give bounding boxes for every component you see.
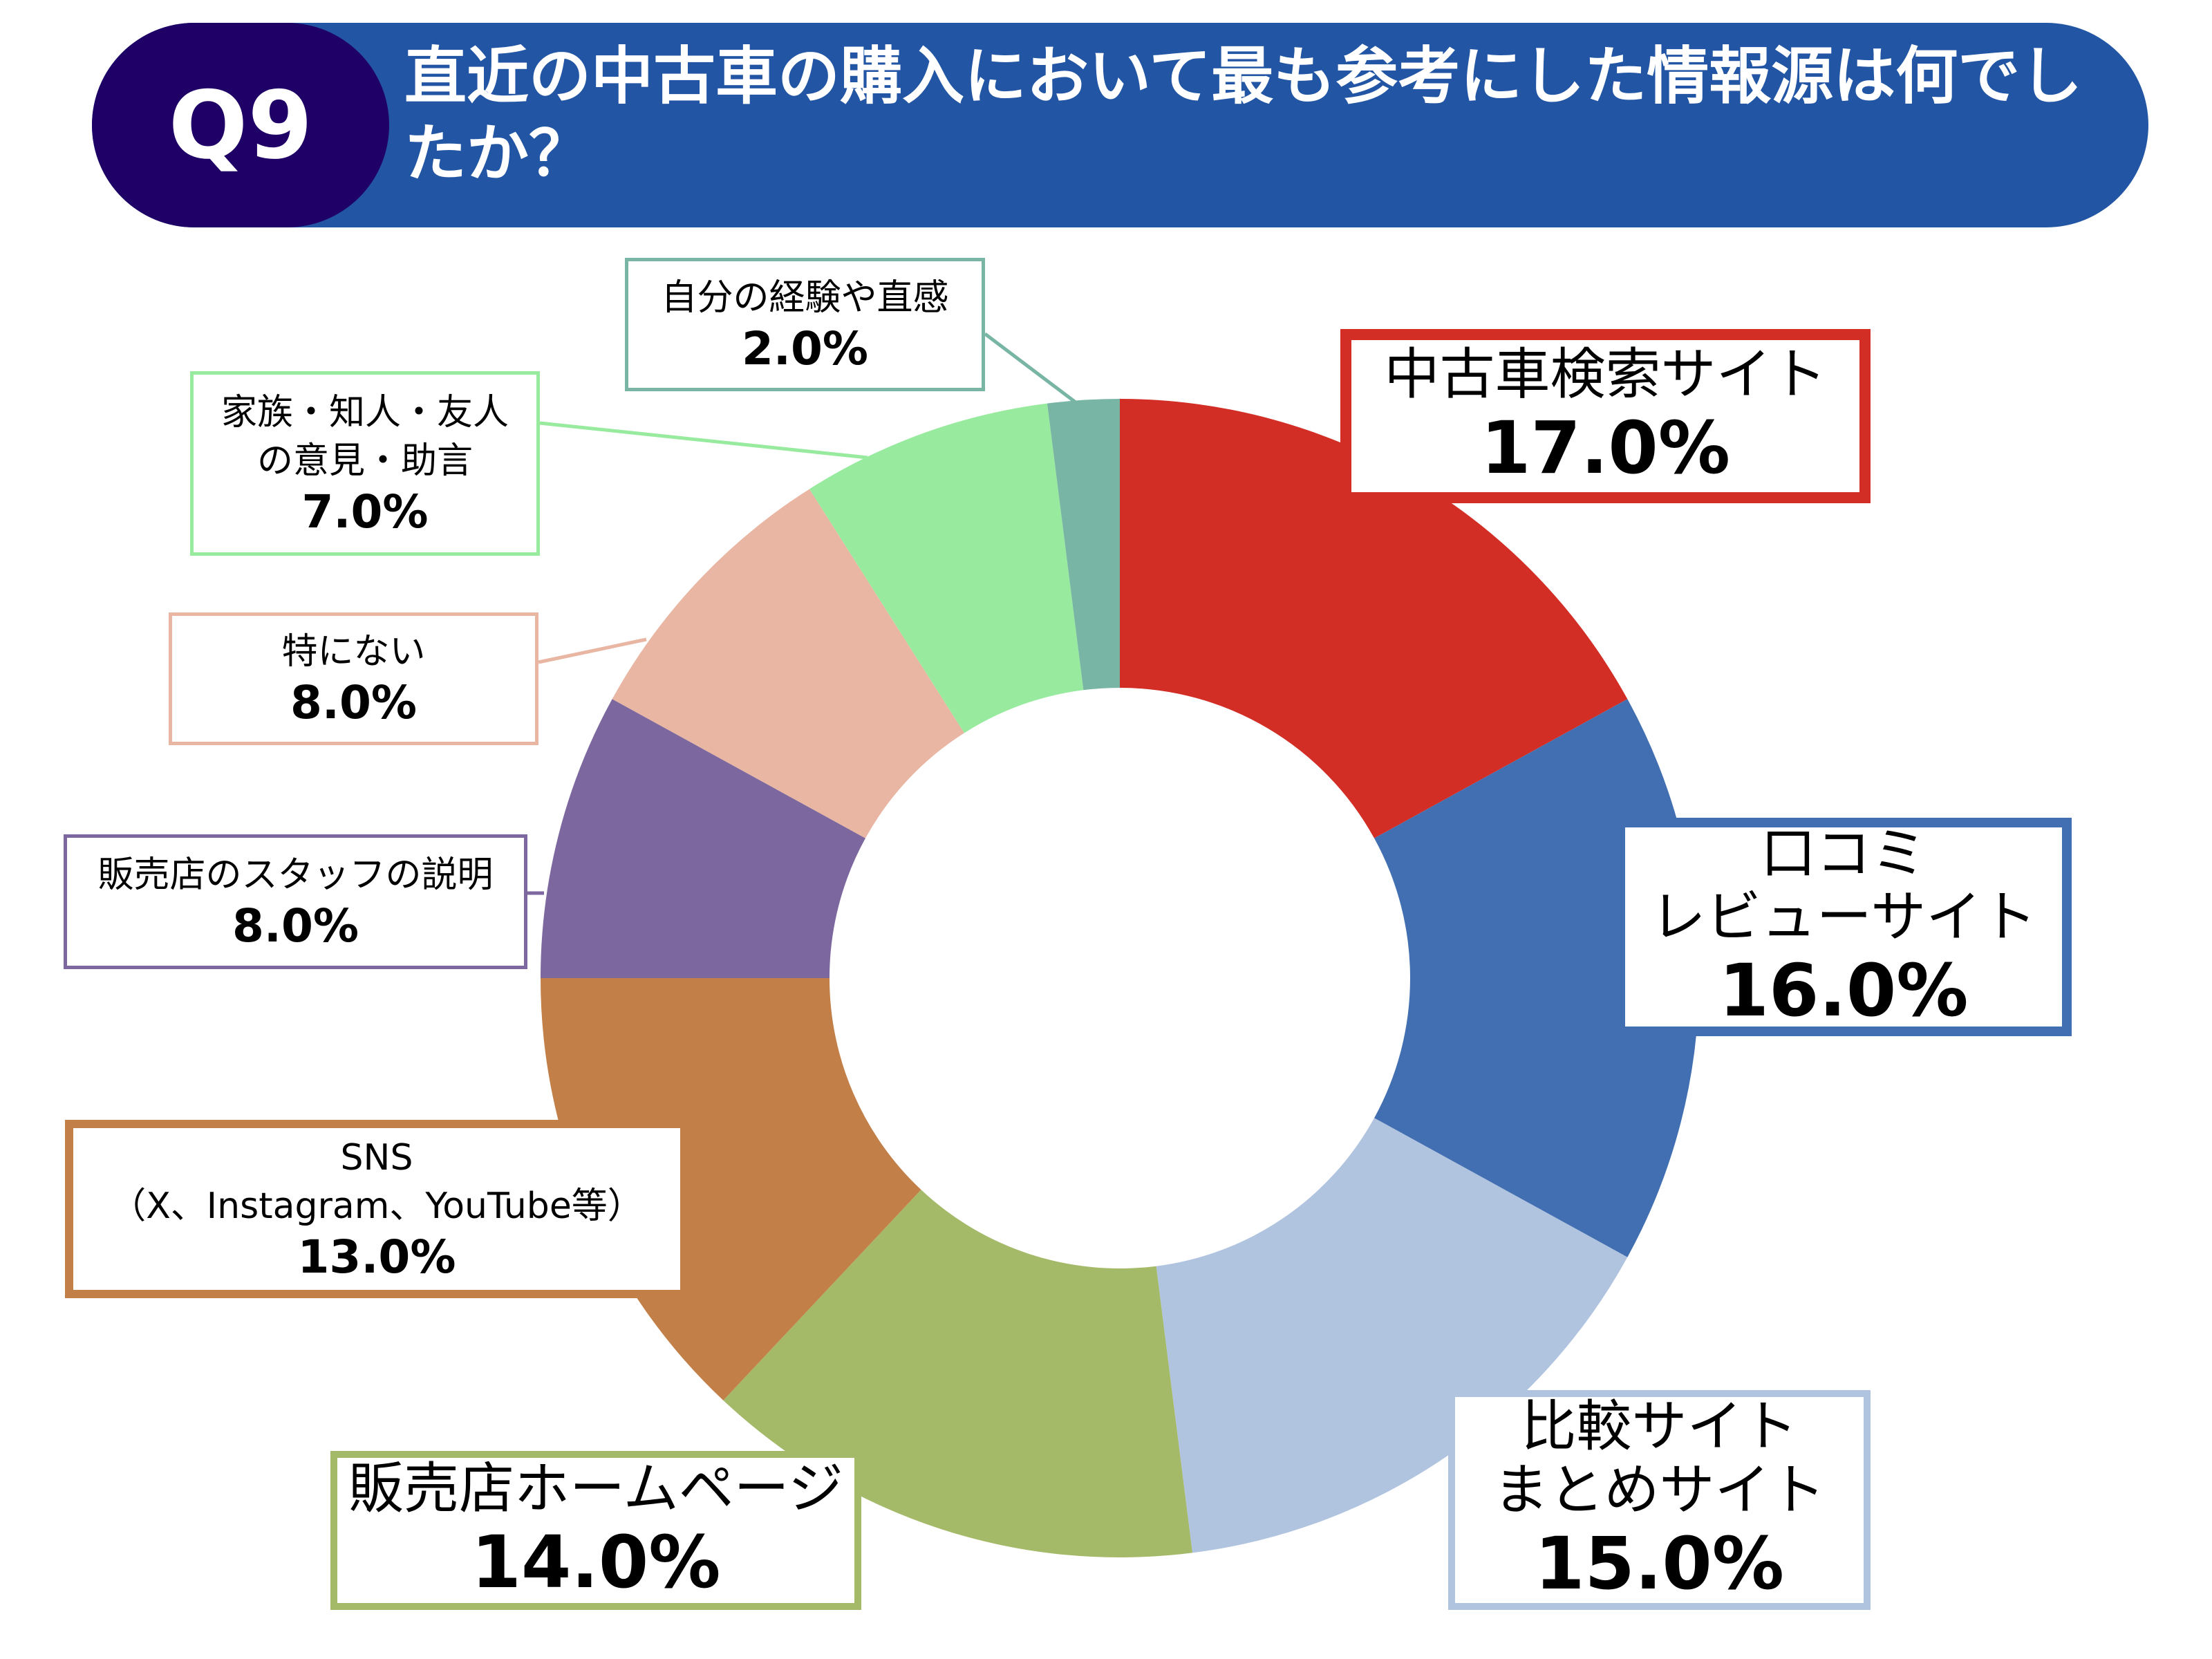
leader-line-8 <box>984 332 1080 406</box>
donut-slice-2 <box>1156 1118 1628 1553</box>
data-label-3: 販売店ホームページ 14.0% <box>330 1451 861 1610</box>
slice-value: 13.0% <box>297 1230 456 1284</box>
slice-value: 8.0% <box>290 676 418 729</box>
question-badge: Q9 <box>92 23 389 227</box>
data-label-7: 家族・知人・友人 の意見・助言 7.0% <box>190 371 540 556</box>
slice-label: 口コミ レビューサイト <box>1650 821 2037 949</box>
slice-value: 17.0% <box>1481 406 1730 490</box>
slice-value: 16.0% <box>1718 948 1969 1033</box>
slice-value: 14.0% <box>471 1520 721 1604</box>
donut-slice-7 <box>809 403 1084 733</box>
data-label-1: 口コミ レビューサイト 16.0% <box>1615 818 2072 1036</box>
data-label-5: 販売店のスタッフの説明 8.0% <box>64 834 527 969</box>
slice-value: 15.0% <box>1535 1521 1784 1606</box>
data-label-0: 中古車検索サイト 17.0% <box>1340 329 1871 503</box>
donut-slice-5 <box>541 699 865 978</box>
slice-label: 家族・知人・友人 の意見・助言 <box>221 391 509 482</box>
slice-label: 特にない <box>281 631 426 673</box>
slice-label: 販売店ホームページ <box>348 1456 843 1521</box>
leader-line-6 <box>538 637 647 664</box>
leader-line-7 <box>539 421 868 460</box>
donut-slice-6 <box>612 489 964 838</box>
chart-title: 直近の中古車の購入において最も参考にした情報源は何でしたか？ <box>404 40 2083 190</box>
slice-value: 2.0% <box>741 321 869 375</box>
donut-slice-8 <box>1047 399 1120 691</box>
slice-label: 中古車検索サイト <box>1384 342 1827 406</box>
slice-label: 販売店のスタッフの説明 <box>97 854 494 896</box>
slice-value: 7.0% <box>301 485 429 538</box>
slice-label: SNS （X、Instagram、YouTube等） <box>110 1137 644 1227</box>
slice-label: 比較サイト まとめサイト <box>1493 1394 1826 1522</box>
data-label-4: SNS （X、Instagram、YouTube等） 13.0% <box>65 1120 688 1298</box>
title-banner <box>92 23 2148 227</box>
donut-slice-0 <box>1120 399 1628 838</box>
slice-label: 自分の経験や直感 <box>661 276 949 319</box>
data-label-2: 比較サイト まとめサイト 15.0% <box>1448 1390 1871 1610</box>
data-label-6: 特にない 8.0% <box>169 612 538 745</box>
slice-value: 8.0% <box>232 899 359 953</box>
data-label-8: 自分の経験や直感 2.0% <box>625 258 985 391</box>
